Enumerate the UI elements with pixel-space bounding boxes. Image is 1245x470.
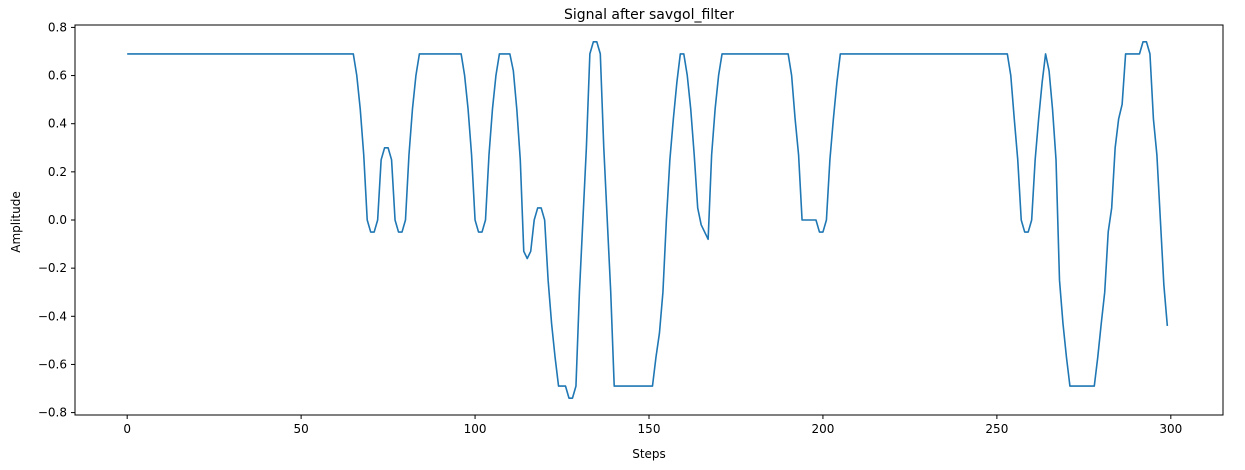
- y-tick-label: 0.2: [48, 165, 67, 179]
- x-tick-label: 100: [464, 422, 487, 436]
- x-tick-label: 150: [638, 422, 661, 436]
- x-tick-label: 200: [811, 422, 834, 436]
- y-tick-label: 0.4: [48, 117, 67, 131]
- y-tick-label: −0.8: [38, 406, 67, 420]
- x-tick-label: 0: [123, 422, 131, 436]
- y-axis-ticks: −0.8 −0.6 −0.4 −0.2 0.0 0.2 0.4 0.6 0.8: [38, 20, 75, 420]
- y-tick-label: 0.8: [48, 20, 67, 34]
- series-layer: [127, 41, 1169, 399]
- x-tick-label: 50: [293, 422, 308, 436]
- x-tick-label: 300: [1159, 422, 1182, 436]
- y-tick-label: −0.6: [38, 357, 67, 371]
- chart-title: Signal after savgol_filter: [564, 7, 734, 23]
- y-tick-label: 0.0: [48, 213, 67, 227]
- y-tick-label: 0.6: [48, 69, 67, 83]
- x-axis-label: Steps: [632, 447, 666, 461]
- x-axis-ticks: 0 50 100 150 200 250 300: [123, 415, 1182, 436]
- y-tick-label: −0.2: [38, 261, 67, 275]
- y-tick-label: −0.4: [38, 309, 67, 323]
- x-tick-label: 250: [985, 422, 1008, 436]
- y-axis-label: Amplitude: [9, 191, 23, 253]
- series-line: [127, 41, 1169, 399]
